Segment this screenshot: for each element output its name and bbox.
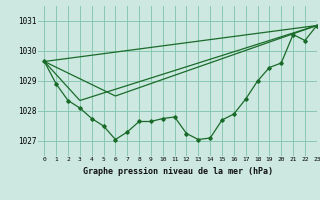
X-axis label: Graphe pression niveau de la mer (hPa): Graphe pression niveau de la mer (hPa) xyxy=(83,167,273,176)
